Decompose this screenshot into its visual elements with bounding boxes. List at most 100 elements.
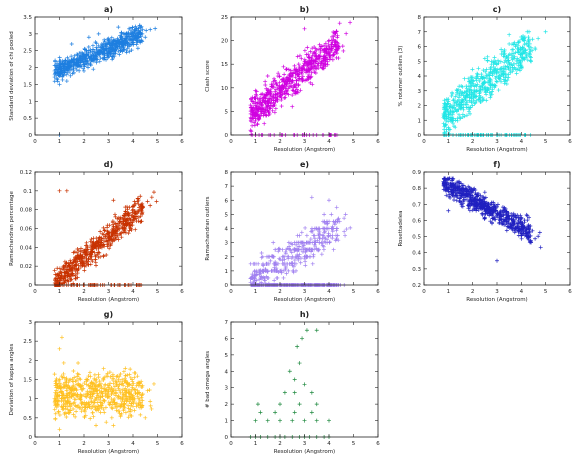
panel-title: c) bbox=[493, 5, 501, 14]
data-point bbox=[121, 218, 126, 223]
x-tick-label: 6 bbox=[568, 139, 572, 145]
data-point bbox=[485, 88, 490, 93]
x-tick-label: 5 bbox=[544, 139, 548, 145]
data-point bbox=[135, 31, 140, 36]
y-tick-label: 7 bbox=[225, 184, 229, 190]
data-point bbox=[89, 252, 94, 257]
data-point bbox=[322, 212, 327, 217]
x-tick-label: 1 bbox=[254, 289, 258, 295]
y-axis-label: Clash score bbox=[205, 60, 211, 92]
data-point bbox=[509, 224, 514, 229]
data-point bbox=[292, 410, 297, 415]
data-point bbox=[94, 45, 99, 50]
y-tick-label: 3 bbox=[225, 241, 229, 247]
point-cloud bbox=[248, 20, 353, 137]
data-point bbox=[72, 266, 77, 271]
data-point bbox=[278, 268, 282, 273]
data-point bbox=[62, 62, 67, 67]
data-point bbox=[111, 198, 116, 203]
data-point bbox=[118, 396, 123, 401]
y-tick-label: 0.06 bbox=[20, 227, 33, 233]
data-point bbox=[495, 79, 499, 84]
y-tick-label: 7 bbox=[225, 320, 229, 326]
panel-6: g) 0 1 2 3 4 5 6 0 0.5 1 1.5 2 2.5 3 Resolution (Angstr… bbox=[9, 310, 184, 455]
y-tick-label: 2.5 bbox=[23, 339, 32, 345]
data-point bbox=[297, 66, 302, 71]
y-tick-label: 0.4 bbox=[412, 251, 421, 257]
x-tick-label: 2 bbox=[471, 139, 475, 145]
panel-0: a) 0 1 2 3 4 5 6 0 0.5 1 1.5 2 2.5 3 3.5 Standard deviat… bbox=[9, 5, 184, 145]
x-axis-label: Resolution (Angstrom) bbox=[466, 297, 527, 303]
data-point bbox=[116, 25, 121, 30]
x-axis-label: Resolution (Angstrom) bbox=[274, 297, 335, 303]
data-point bbox=[453, 118, 458, 123]
data-point bbox=[470, 81, 475, 86]
plot-frame bbox=[230, 171, 379, 286]
data-point bbox=[282, 81, 287, 86]
data-point bbox=[278, 418, 282, 423]
x-tick-label: 2 bbox=[82, 289, 86, 295]
data-point bbox=[307, 240, 312, 245]
data-point bbox=[446, 182, 451, 187]
data-point bbox=[111, 423, 116, 428]
y-axis-label: % rotamer outliers (3) bbox=[398, 46, 404, 107]
x-tick-label: 0 bbox=[33, 441, 37, 447]
data-point bbox=[292, 390, 297, 395]
data-point bbox=[77, 55, 82, 60]
data-point bbox=[495, 258, 499, 263]
data-point bbox=[64, 271, 69, 276]
data-point bbox=[302, 382, 307, 387]
data-point bbox=[135, 196, 140, 201]
data-point bbox=[258, 410, 263, 415]
y-tick-label: 0.02 bbox=[20, 264, 32, 270]
data-point bbox=[62, 412, 67, 416]
x-tick-label: 4 bbox=[327, 441, 331, 447]
x-tick-label: 5 bbox=[156, 289, 160, 295]
y-axis-label: Deviation of kappa angles bbox=[9, 343, 15, 415]
x-tick-label: 2 bbox=[471, 289, 475, 295]
data-point bbox=[314, 328, 319, 333]
point-cloud bbox=[441, 176, 543, 250]
data-point bbox=[302, 59, 307, 64]
y-tick-label: 8 bbox=[418, 15, 422, 21]
data-point bbox=[82, 52, 86, 57]
x-tick-label: 6 bbox=[180, 289, 184, 295]
y-tick-label: 0.6 bbox=[412, 218, 421, 224]
data-point bbox=[82, 392, 86, 397]
y-tick-label: 0 bbox=[29, 283, 33, 289]
x-tick-label: 2 bbox=[278, 441, 282, 447]
y-tick-label: 5 bbox=[418, 59, 422, 65]
y-axis-label: Ramachandran percentage bbox=[9, 190, 15, 265]
data-point bbox=[309, 410, 314, 415]
data-point bbox=[131, 207, 135, 212]
point-cloud bbox=[52, 190, 159, 287]
y-tick-label: 3 bbox=[29, 32, 33, 38]
y-tick-label: 3.5 bbox=[23, 15, 32, 21]
panel-title: f) bbox=[493, 160, 500, 169]
x-axis-label: Resolution (Angstrom) bbox=[274, 449, 335, 455]
x-tick-label: 3 bbox=[495, 289, 499, 295]
data-point bbox=[290, 261, 295, 266]
data-point bbox=[453, 187, 458, 192]
data-point bbox=[446, 125, 451, 130]
x-tick-label: 6 bbox=[180, 139, 184, 145]
data-point bbox=[470, 197, 475, 202]
x-tick-label: 0 bbox=[229, 139, 233, 145]
y-tick-label: 0.7 bbox=[412, 202, 421, 208]
data-point bbox=[290, 74, 295, 78]
x-tick-label: 1 bbox=[447, 289, 451, 295]
x-tick-label: 3 bbox=[303, 289, 307, 295]
data-point bbox=[519, 51, 524, 56]
data-point bbox=[126, 35, 131, 40]
y-tick-label: 1 bbox=[29, 397, 33, 403]
x-axis-label: Resolution (Angstrom) bbox=[466, 147, 527, 153]
data-point bbox=[57, 346, 62, 351]
x-tick-label: 5 bbox=[352, 289, 356, 295]
y-tick-label: 0.1 bbox=[23, 189, 32, 195]
data-point bbox=[302, 418, 307, 423]
data-point bbox=[302, 26, 307, 31]
data-point bbox=[258, 109, 263, 114]
data-point bbox=[57, 278, 62, 283]
x-tick-label: 4 bbox=[520, 289, 524, 295]
data-point bbox=[502, 218, 507, 223]
